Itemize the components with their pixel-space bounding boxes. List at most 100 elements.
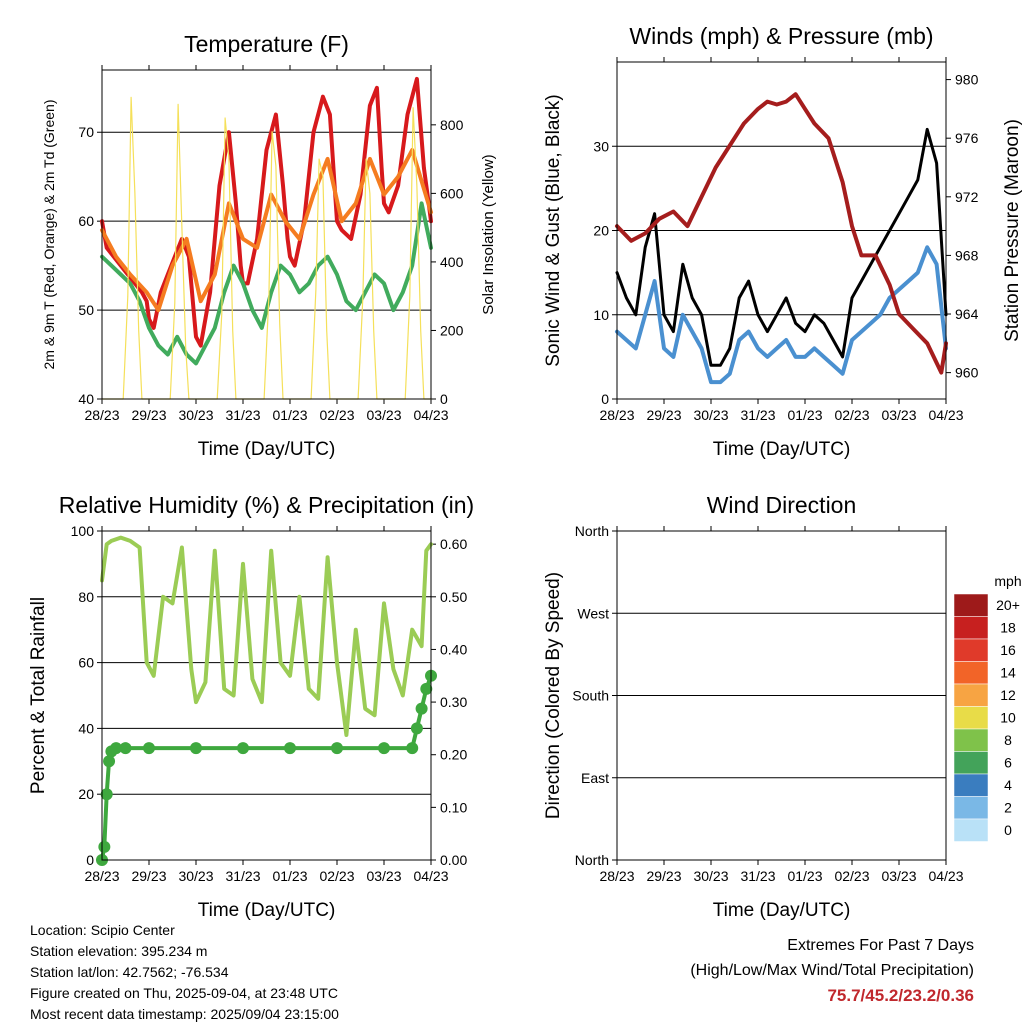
y-tick-label: North — [575, 523, 609, 539]
y-right-tick-label: 800 — [440, 117, 464, 133]
panel-3 — [96, 526, 437, 866]
location-text: Location: Scipio Center — [30, 922, 175, 938]
legend-swatch — [953, 638, 989, 662]
y-right-tick-label: 968 — [955, 247, 979, 263]
legend-swatch — [953, 616, 989, 640]
x-tick-label: 04/23 — [413, 407, 448, 423]
x-tick-label: 01/23 — [787, 407, 822, 423]
y-tick-label: South — [572, 688, 609, 704]
panel-4 — [612, 526, 989, 865]
y-tick-label: 20 — [593, 223, 609, 239]
y-tick-label: 40 — [78, 720, 94, 736]
x-tick-label: 02/23 — [319, 868, 354, 884]
y-right-tick-label: 972 — [955, 189, 979, 205]
panel-2 — [612, 57, 951, 404]
series-line-3 — [615, 92, 948, 375]
precip-point — [378, 742, 390, 755]
legend-swatch — [953, 728, 989, 752]
y-right-tick-label: 976 — [955, 130, 979, 146]
x-axis-label: Time (Day/UTC) — [713, 439, 851, 460]
x-tick-label: 30/23 — [693, 407, 728, 423]
precip-point — [237, 742, 249, 755]
precip-point — [331, 742, 343, 755]
y-tick-label: 60 — [78, 213, 94, 229]
y-tick-label: 30 — [593, 138, 609, 154]
y-right-tick-label: 400 — [440, 254, 464, 270]
x-tick-label: 04/23 — [928, 868, 963, 884]
y-tick-label: 60 — [78, 655, 94, 671]
latlon-text: Station lat/lon: 42.7562; -76.534 — [30, 964, 229, 980]
precip-point — [100, 788, 113, 801]
created-text: Figure created on Thu, 2025-09-04, at 23… — [30, 985, 338, 1001]
plot-frame — [616, 530, 947, 861]
series-line-4 — [101, 96, 432, 400]
x-tick-label: 01/23 — [787, 868, 822, 884]
y-right-tick-label: 960 — [955, 365, 979, 381]
x-tick-label: 03/23 — [881, 407, 916, 423]
legend-swatch — [953, 773, 989, 797]
series-line-3 — [100, 201, 433, 366]
y-right-tick-label: 0.20 — [440, 747, 467, 763]
y-tick-label: 80 — [78, 589, 94, 605]
legend-title: mph — [994, 573, 1021, 589]
legend-label: 16 — [1000, 642, 1016, 658]
legend-label: 4 — [1004, 777, 1012, 793]
x-tick-label: 28/23 — [599, 868, 634, 884]
precip-point — [143, 742, 155, 755]
precip-point — [410, 722, 423, 735]
panel-2-title: Winds (mph) & Pressure (mb) — [629, 23, 933, 49]
station-info: Location: Scipio Center Station elevatio… — [30, 920, 339, 1025]
legend-label: 14 — [1000, 665, 1016, 681]
x-tick-label: 28/23 — [84, 407, 119, 423]
legend-swatch — [953, 751, 989, 775]
series-line-2 — [100, 673, 433, 862]
extremes-values: 75.7/45.2/23.2/0.36 — [827, 986, 974, 1005]
elevation-text: Station elevation: 395.234 m — [30, 943, 208, 959]
x-tick-label: 04/23 — [413, 868, 448, 884]
extremes-subtitle: (High/Low/Max Wind/Total Precipitation) — [690, 962, 974, 979]
y-right-tick-label: 600 — [440, 185, 464, 201]
x-tick-label: 31/23 — [740, 868, 775, 884]
series-line-1 — [100, 76, 433, 348]
y-tick-label: West — [577, 605, 609, 621]
precip-point — [98, 840, 111, 853]
series-line-2 — [615, 245, 948, 385]
y-tick-label: East — [581, 770, 609, 786]
x-tick-label: 03/23 — [881, 868, 916, 884]
x-tick-label: 30/23 — [693, 868, 728, 884]
legend-swatch — [953, 706, 989, 730]
y-tick-label: 50 — [78, 302, 94, 318]
y-right-tick-label: 0.60 — [440, 536, 467, 552]
y-right-tick-label: 0.50 — [440, 589, 467, 605]
x-tick-label: 01/23 — [272, 407, 307, 423]
x-tick-label: 02/23 — [834, 868, 869, 884]
y-tick-label: 0 — [601, 391, 609, 407]
x-tick-label: 03/23 — [366, 868, 401, 884]
legend-label: 2 — [1004, 800, 1012, 816]
legend-label: 0 — [1004, 822, 1012, 838]
plot-frame — [616, 61, 947, 400]
precip-point — [284, 742, 296, 755]
y-right-axis-label: Solar Insolation (Yellow) — [480, 154, 497, 314]
x-tick-label: 29/23 — [646, 868, 681, 884]
x-tick-label: 28/23 — [599, 407, 634, 423]
y-axis-label: Direction (Colored By Speed) — [543, 572, 564, 819]
y-right-axis-label: Station Pressure (Maroon) — [1002, 119, 1023, 342]
y-tick-label: 10 — [593, 307, 609, 323]
y-right-tick-label: 0.10 — [440, 799, 467, 815]
legend-swatch — [953, 796, 989, 820]
precip-point — [420, 682, 433, 695]
legend-label: 20+ — [996, 597, 1020, 613]
x-axis-label: Time (Day/UTC) — [713, 900, 851, 921]
legend-swatch — [953, 683, 989, 707]
x-tick-label: 04/23 — [928, 407, 963, 423]
panel-3-title: Relative Humidity (%) & Precipitation (i… — [59, 492, 474, 518]
precip-point — [415, 702, 428, 715]
legend-label: 12 — [1000, 687, 1016, 703]
x-tick-label: 02/23 — [319, 407, 354, 423]
legend-label: 18 — [1000, 620, 1016, 636]
x-tick-label: 31/23 — [740, 407, 775, 423]
panel-1 — [97, 65, 436, 404]
precip-point — [119, 742, 132, 755]
precip-point — [190, 742, 202, 755]
